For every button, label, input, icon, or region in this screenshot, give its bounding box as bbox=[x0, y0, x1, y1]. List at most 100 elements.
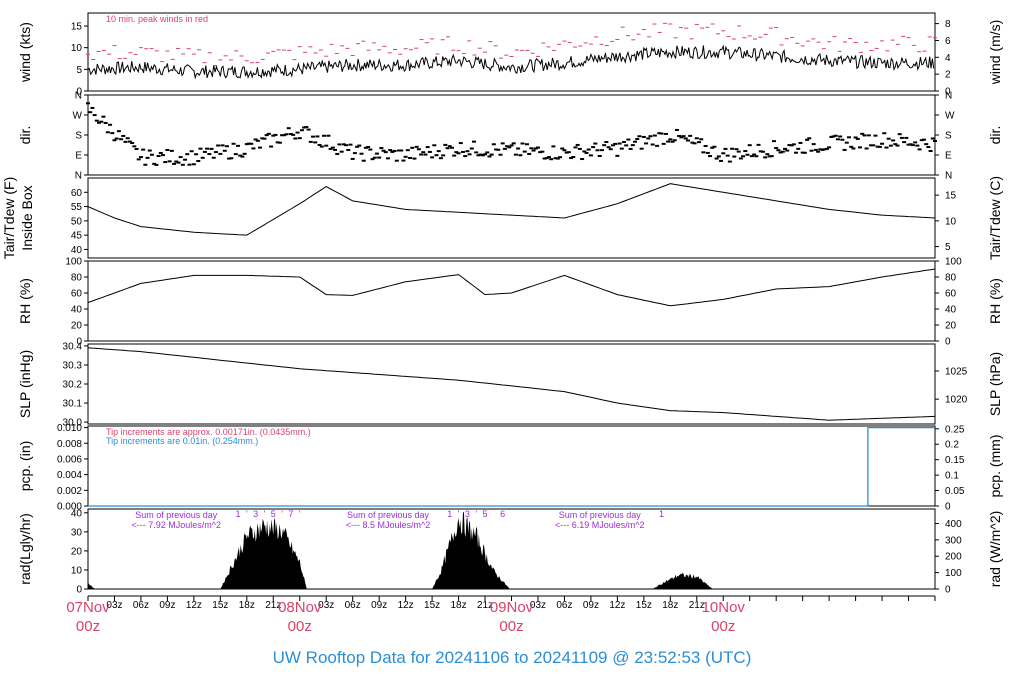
dir-point bbox=[227, 157, 232, 160]
dir-point bbox=[260, 137, 265, 140]
dir-point bbox=[483, 153, 488, 156]
dir-point bbox=[436, 150, 441, 153]
x-day-time: 00z bbox=[499, 618, 523, 635]
dir-point bbox=[582, 150, 587, 153]
wind-ytick-right: 8 bbox=[945, 19, 951, 30]
dir-point bbox=[463, 155, 468, 158]
dir-point bbox=[112, 139, 117, 142]
dir-point bbox=[443, 143, 448, 146]
rad-ytick-right: 200 bbox=[945, 552, 962, 563]
dir-point bbox=[145, 156, 150, 159]
dir-point bbox=[507, 146, 512, 149]
dir-point bbox=[745, 153, 750, 156]
dir-point bbox=[390, 150, 395, 153]
dir-point bbox=[341, 143, 346, 146]
dir-point bbox=[370, 158, 375, 161]
dir-point bbox=[441, 154, 446, 157]
dir-point bbox=[844, 141, 849, 144]
dir-point bbox=[749, 155, 754, 158]
dir-point bbox=[518, 154, 523, 157]
rh-ytick-right: 80 bbox=[945, 273, 957, 284]
dir-point bbox=[767, 155, 772, 158]
x-hour-label: 15z bbox=[424, 600, 440, 611]
dir-point bbox=[147, 149, 152, 152]
dir-point bbox=[209, 147, 214, 150]
pcp-ytick-right: 0 bbox=[945, 502, 951, 513]
dir-point bbox=[655, 144, 660, 147]
temp-ytick-left: 40 bbox=[71, 245, 83, 256]
dir-point bbox=[392, 149, 397, 152]
x-hour-label: 03z bbox=[318, 600, 334, 611]
dir-point bbox=[652, 134, 657, 137]
dir-point bbox=[103, 121, 108, 124]
dir-point bbox=[414, 145, 419, 148]
dir-point bbox=[149, 153, 154, 156]
x-hour-label: 15z bbox=[212, 600, 228, 611]
dir-point bbox=[888, 144, 893, 147]
dir-point bbox=[163, 161, 168, 164]
wind-annotation: 10 min. peak winds in red bbox=[106, 14, 208, 24]
dir-point bbox=[138, 156, 143, 159]
dir-point bbox=[813, 148, 818, 151]
dir-point bbox=[824, 147, 829, 150]
dir-point bbox=[474, 151, 479, 154]
temp-ytick-left: 45 bbox=[71, 231, 83, 242]
dir-point bbox=[432, 144, 437, 147]
dir-point bbox=[617, 142, 622, 145]
dir-point bbox=[661, 142, 666, 145]
dir-point bbox=[280, 134, 285, 137]
dir-point bbox=[754, 155, 759, 158]
slp-ytick-right: 1020 bbox=[945, 395, 968, 406]
rad-ylabel-right: rad (W/m^2) bbox=[987, 511, 1003, 588]
dir-point bbox=[288, 133, 293, 136]
dir-point bbox=[895, 144, 900, 147]
dir-point bbox=[714, 157, 719, 160]
dir-point bbox=[928, 149, 933, 152]
dir-point bbox=[802, 151, 807, 154]
dir-point bbox=[540, 150, 545, 153]
dir-point bbox=[725, 154, 730, 157]
dir-point bbox=[143, 163, 148, 166]
wind-ytick-right: 4 bbox=[945, 53, 951, 64]
dir-point bbox=[513, 153, 518, 156]
dir-point bbox=[546, 156, 551, 159]
dir-point bbox=[763, 156, 768, 159]
dir-point bbox=[789, 144, 794, 147]
temp-ylabel-left: Tair/Tdew (F) bbox=[1, 177, 17, 259]
pcp-ytick-left: 0.000 bbox=[57, 502, 82, 513]
dir-point bbox=[165, 149, 170, 152]
slp-ylabel-right: SLP (hPa) bbox=[987, 352, 1003, 416]
dir-point bbox=[160, 154, 165, 157]
dir-point bbox=[630, 144, 635, 147]
rad-ytick-left: 10 bbox=[71, 565, 83, 576]
dir-point bbox=[529, 147, 534, 150]
dir-point bbox=[284, 133, 289, 136]
dir-point bbox=[586, 148, 591, 151]
dir-ytick-right: E bbox=[945, 151, 952, 162]
dir-point bbox=[871, 144, 876, 147]
dir-point bbox=[394, 159, 399, 162]
dir-point bbox=[114, 137, 119, 140]
rh-ytick-left: 20 bbox=[71, 321, 83, 332]
dir-point bbox=[328, 147, 333, 150]
temp-ytick-left: 60 bbox=[71, 188, 83, 199]
x-hour-label: 03z bbox=[106, 600, 122, 611]
dir-point bbox=[176, 161, 181, 164]
dir-point bbox=[860, 132, 865, 135]
dir-point bbox=[606, 146, 611, 149]
rad-hour-mark: 1 bbox=[659, 509, 664, 519]
dir-point bbox=[615, 154, 620, 157]
dir-point bbox=[694, 137, 699, 140]
x-hour-label: 06z bbox=[345, 600, 361, 611]
dir-point bbox=[791, 143, 796, 146]
pcp-line bbox=[88, 426, 935, 507]
dir-point bbox=[419, 153, 424, 156]
dir-point bbox=[235, 144, 240, 147]
dir-point bbox=[359, 152, 364, 155]
dir-point bbox=[158, 152, 163, 155]
dir-point bbox=[180, 163, 185, 166]
slp-ytick-left: 30.1 bbox=[63, 399, 83, 410]
dir-point bbox=[783, 147, 788, 150]
rad-hour-mark: 3 bbox=[253, 509, 258, 519]
dir-point bbox=[873, 134, 878, 137]
